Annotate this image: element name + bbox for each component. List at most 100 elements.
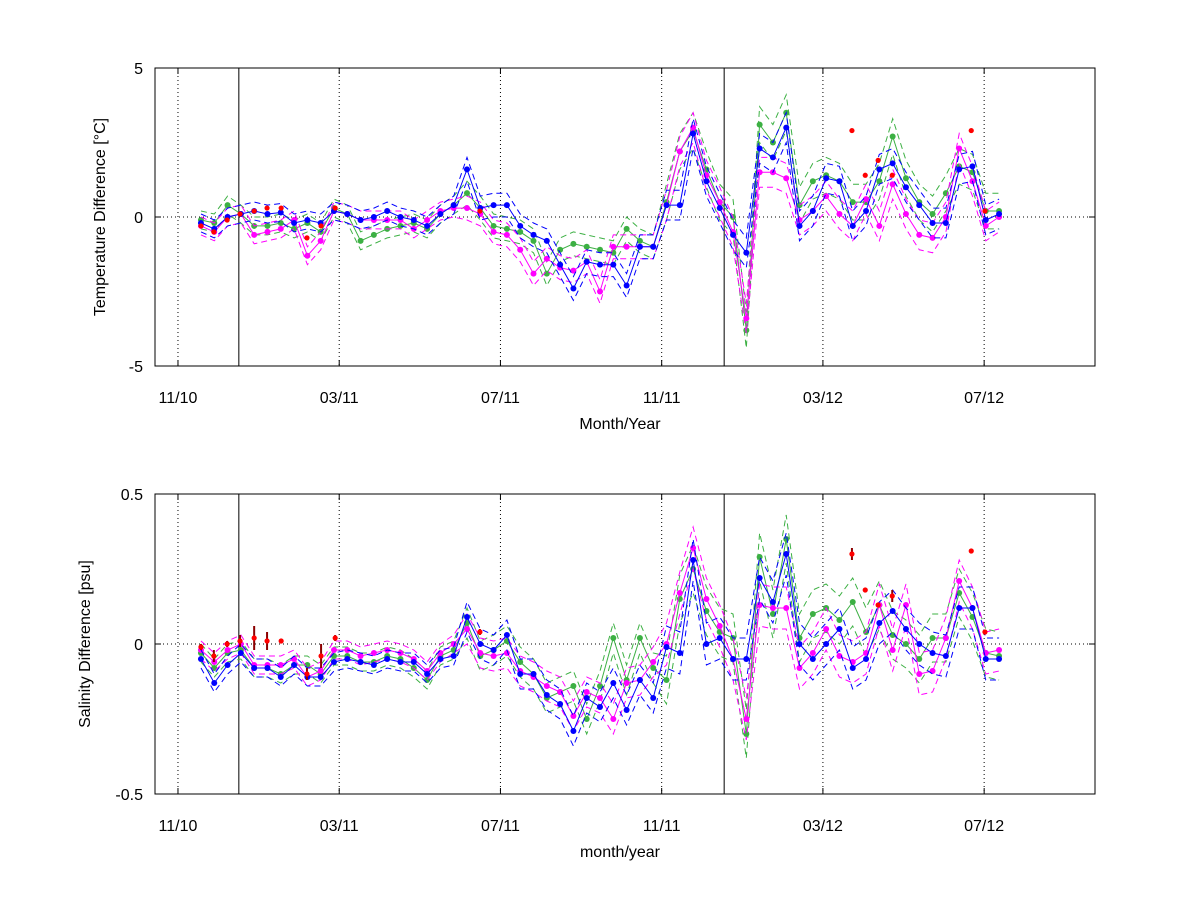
data-point — [690, 124, 697, 131]
data-point — [942, 219, 949, 226]
data-point — [357, 237, 364, 244]
data-point — [929, 635, 936, 641]
data-point — [370, 231, 377, 238]
data-point — [703, 178, 710, 185]
observation-point — [968, 548, 974, 554]
x-tick-label: 03/11 — [320, 818, 359, 835]
y-tick-label: -5 — [129, 359, 143, 376]
y-axis-label: Temperature Difference [°C] — [92, 118, 109, 316]
observation-point — [332, 205, 338, 211]
series-line — [200, 546, 1000, 721]
observation-point — [982, 629, 988, 635]
data-point — [357, 653, 364, 659]
data-point — [224, 202, 231, 209]
data-point — [703, 596, 710, 602]
data-point — [543, 683, 550, 689]
x-tick-label: 07/11 — [481, 818, 520, 835]
data-point — [756, 121, 763, 128]
data-point — [597, 288, 604, 295]
x-tick-label: 11/10 — [159, 818, 198, 835]
observation-point — [889, 172, 895, 178]
data-point — [663, 644, 670, 650]
observation-point — [875, 157, 881, 163]
data-point — [291, 656, 298, 662]
data-point — [490, 202, 497, 209]
data-point — [876, 178, 883, 185]
x-tick-label: 07/12 — [964, 390, 1004, 407]
data-point — [636, 237, 643, 244]
data-point — [264, 665, 271, 671]
data-point — [916, 656, 923, 662]
observation-point — [318, 653, 324, 659]
data-point — [530, 237, 537, 244]
observation-point — [849, 127, 855, 134]
observation-point — [278, 205, 284, 211]
data-point — [716, 199, 723, 206]
data-point — [783, 536, 790, 542]
observation-point — [862, 587, 868, 593]
x-tick-label: 03/11 — [320, 390, 359, 407]
data-point — [730, 656, 737, 662]
data-point — [517, 659, 524, 665]
data-point — [756, 169, 763, 176]
data-point — [783, 605, 790, 611]
data-point — [730, 231, 737, 238]
data-point — [876, 166, 883, 173]
data-point — [291, 219, 298, 226]
data-point — [463, 614, 470, 620]
observation-point — [237, 211, 243, 217]
data-point — [424, 671, 431, 677]
data-point — [597, 695, 604, 701]
x-tick-label: 07/12 — [964, 818, 1004, 835]
data-point — [809, 178, 816, 185]
observation-point — [224, 217, 230, 223]
data-point — [583, 695, 590, 701]
data-point — [251, 665, 258, 671]
data-point — [490, 653, 497, 659]
data-point — [769, 611, 776, 617]
data-point — [503, 632, 510, 638]
data-point — [503, 231, 510, 238]
data-point — [849, 222, 856, 229]
spread-line-upper — [200, 514, 1000, 711]
observation-point — [332, 635, 338, 641]
data-point — [370, 650, 377, 656]
data-point — [929, 219, 936, 226]
data-point — [570, 285, 577, 292]
data-point — [477, 641, 484, 647]
x-tick-label: 11/11 — [643, 818, 681, 835]
data-point — [370, 662, 377, 668]
observation-point — [304, 671, 310, 677]
data-point — [849, 199, 856, 206]
data-point — [570, 728, 577, 734]
data-point — [517, 246, 524, 253]
data-point — [503, 202, 510, 209]
y-tick-label: 0 — [134, 210, 143, 227]
data-point — [463, 626, 470, 632]
data-point — [902, 184, 909, 191]
data-point — [716, 635, 723, 641]
data-point — [610, 635, 617, 641]
data-point — [277, 225, 284, 232]
data-point — [410, 216, 417, 223]
observation-point — [849, 551, 855, 557]
data-point — [623, 282, 630, 289]
data-point — [690, 557, 697, 563]
data-point — [490, 647, 497, 653]
data-point — [716, 623, 723, 629]
data-point — [424, 222, 431, 229]
data-point — [211, 680, 218, 686]
data-point — [690, 130, 697, 137]
data-point — [517, 671, 524, 677]
data-point — [809, 208, 816, 215]
data-point — [703, 641, 710, 647]
data-point — [517, 228, 524, 235]
data-point — [769, 605, 776, 611]
data-point — [942, 653, 949, 659]
data-point — [384, 208, 391, 215]
data-point — [836, 626, 843, 632]
data-point — [344, 647, 351, 653]
data-point — [503, 225, 510, 232]
data-point — [756, 554, 763, 560]
data-point — [996, 211, 1003, 218]
